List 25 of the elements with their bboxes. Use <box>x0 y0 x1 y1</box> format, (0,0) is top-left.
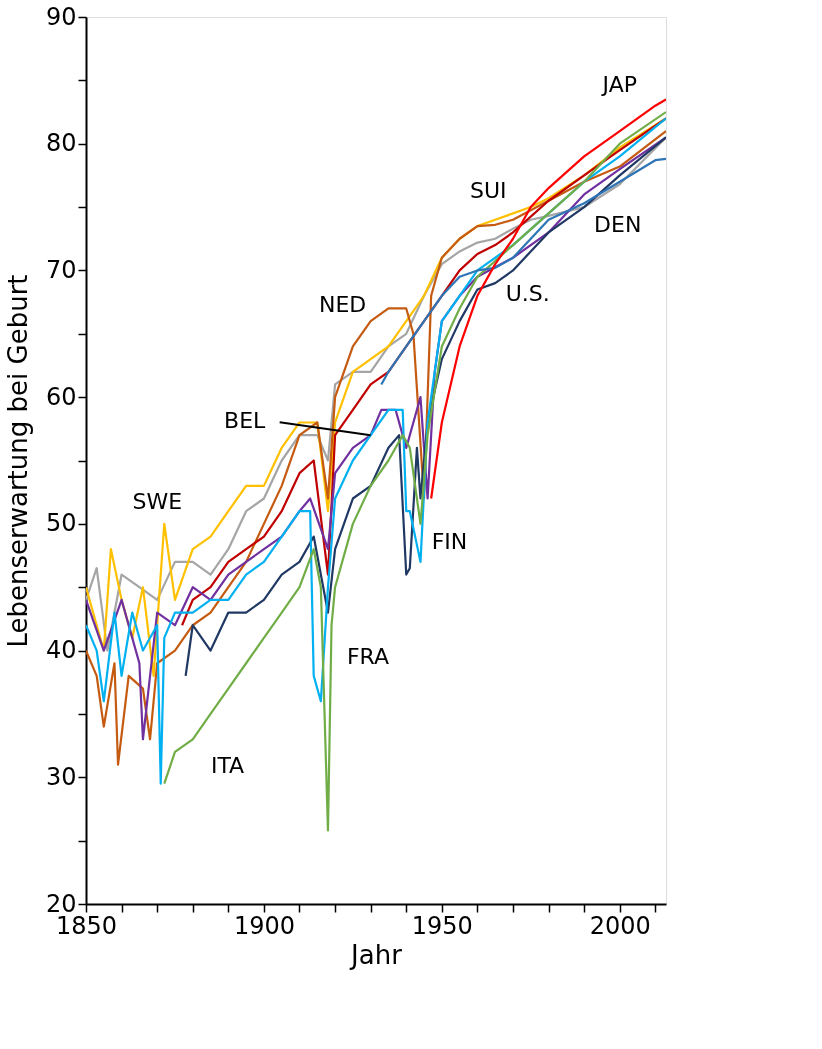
x-tick-label: 2000 <box>589 911 651 940</box>
y-tick-label: 40 <box>45 636 77 665</box>
y-tick-label: 70 <box>45 255 77 284</box>
line-series <box>430 98 666 500</box>
y-tick-label: 50 <box>45 509 77 538</box>
y-tick-label: 90 <box>45 2 77 31</box>
annotation: FIN <box>431 528 468 554</box>
annotation: FRA <box>346 644 390 670</box>
x-axis-title: Jahr <box>349 939 403 970</box>
x-tick-label: 1900 <box>233 911 295 940</box>
annotation: BEL <box>224 408 267 434</box>
x-tick-label: 1850 <box>55 911 118 940</box>
annotation: JAP <box>600 72 637 98</box>
line-series <box>380 157 666 386</box>
y-tick-label: 60 <box>45 382 77 411</box>
y-tick-label: 80 <box>45 129 77 158</box>
y-axis-title: Lebenserwartung bei Geburt <box>2 274 33 648</box>
annotation: SWE <box>132 488 183 514</box>
y-tick-label: 30 <box>45 762 77 791</box>
annotation: U.S. <box>505 280 550 306</box>
annotation: SUI <box>469 177 507 203</box>
annotation: NED <box>319 292 367 318</box>
x-tick-label: 1950 <box>411 911 473 940</box>
annotation: DEN <box>594 212 642 238</box>
annotation: ITA <box>210 752 245 778</box>
